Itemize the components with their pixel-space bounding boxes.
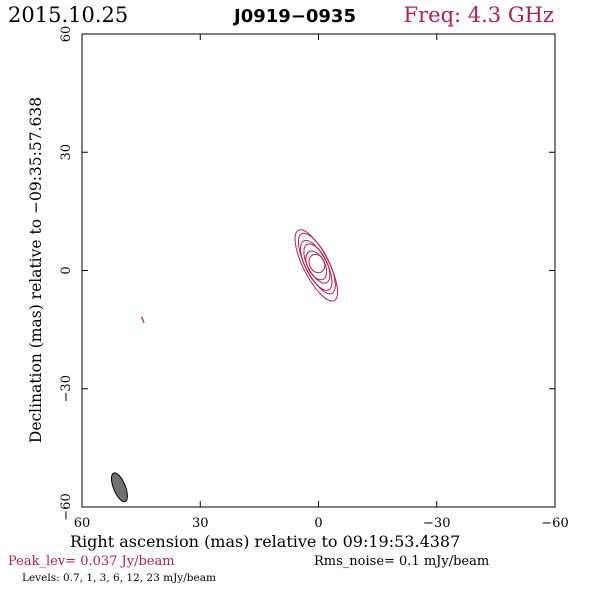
x-tick-label: −60 [541, 516, 568, 531]
contour-level [294, 229, 338, 302]
plot-frame [81, 33, 556, 508]
noise-contour [141, 316, 145, 324]
x-axis-label: Right ascension (mas) relative to 09:19:… [70, 532, 461, 551]
rms-noise: Rms_noise= 0.1 mJy/beam [314, 554, 490, 569]
axis-ticks [81, 33, 556, 508]
x-tick-label: 0 [314, 516, 322, 531]
contour-level [308, 253, 326, 274]
y-tick-label: −30 [59, 375, 74, 402]
beam-shape [110, 472, 128, 503]
frequency-label: Freq: 4.3 GHz [403, 3, 554, 27]
y-tick-label: 30 [59, 144, 74, 161]
observation-date: 2015.10.25 [8, 3, 129, 27]
contour-level [297, 232, 336, 295]
y-tick-label: −60 [59, 493, 74, 520]
x-tick-label: −30 [423, 516, 450, 531]
contour-level [300, 239, 333, 291]
contour-level [305, 250, 328, 281]
x-tick-label: 60 [74, 516, 91, 531]
beam-ellipse [110, 472, 128, 503]
peak-level: Peak_lev= 0.037 Jy/beam [8, 554, 175, 569]
noise-feature [141, 316, 145, 324]
axis-tick-labels: 60 30 0 −30 −60 −60 −30 0 30 60 [59, 26, 569, 531]
y-tick-label: 0 [59, 266, 74, 274]
y-tick-label: 60 [59, 26, 74, 43]
source-contours [294, 229, 338, 302]
contour-levels: Levels: 0.7, 1, 3, 6, 12, 23 mJy/beam [22, 572, 216, 584]
y-axis-label: Declination (mas) relative to −09:35:57.… [27, 97, 45, 443]
x-tick-label: 30 [192, 516, 209, 531]
